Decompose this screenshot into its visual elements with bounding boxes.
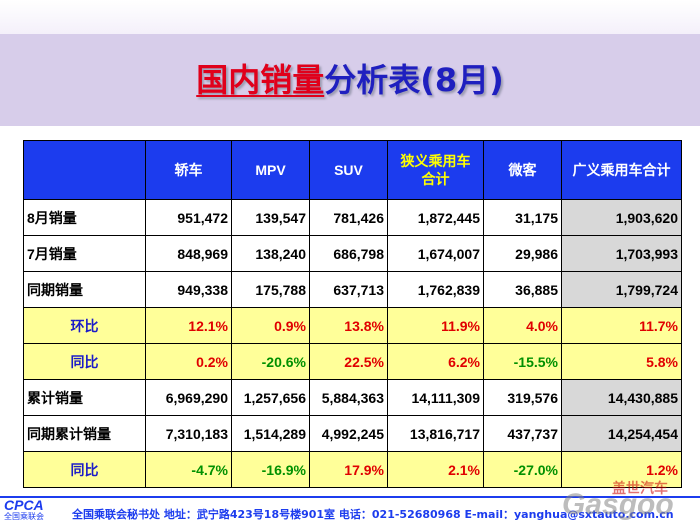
table-cell: 951,472 <box>145 199 232 236</box>
table-cell: -27.0% <box>483 451 562 488</box>
table-cell: 36,885 <box>483 271 562 308</box>
table-cell: 14,254,454 <box>561 415 682 452</box>
table-cell: 0.9% <box>231 307 310 344</box>
footer-divider <box>0 496 700 498</box>
table-cell: 11.7% <box>561 307 682 344</box>
table-cell: 1,514,289 <box>231 415 310 452</box>
table-cell: 949,338 <box>145 271 232 308</box>
table-cell: 31,175 <box>483 199 562 236</box>
table-cell: 4,992,245 <box>309 415 388 452</box>
table-cell: 1.2% <box>561 451 682 488</box>
column-header: MPV <box>231 140 310 200</box>
table-cell: 175,788 <box>231 271 310 308</box>
column-header: 轿车 <box>145 140 232 200</box>
table-row: 7月销量 848,969 138,240 686,798 1,674,007 29,986… <box>23 235 682 272</box>
cpca-logo: CPCA 全国乘联会 <box>4 498 56 522</box>
table-cell: 5.8% <box>561 343 682 380</box>
table-cell: 14,111,309 <box>387 379 484 416</box>
table-cell: 437,737 <box>483 415 562 452</box>
row-label: 7月销量 <box>23 235 146 272</box>
table-header-row: 轿车 MPV SUV 狭义乘用车 合计 微客 广义乘用车合计 <box>23 140 682 200</box>
table-cell: 13.8% <box>309 307 388 344</box>
table-row: 同期累计销量 7,310,183 1,514,289 4,992,245 13,816,… <box>23 415 682 452</box>
table-cell: 12.1% <box>145 307 232 344</box>
table-row: 同比 -4.7% -16.9% 17.9% 2.1% -27.0% 1.2% <box>23 451 682 488</box>
table-cell: 14,430,885 <box>561 379 682 416</box>
table-cell: 1,762,839 <box>387 271 484 308</box>
table-cell: 17.9% <box>309 451 388 488</box>
logo-text: CPCA <box>4 497 44 513</box>
top-strip <box>0 0 700 34</box>
table-cell: 13,816,717 <box>387 415 484 452</box>
table-cell: 637,713 <box>309 271 388 308</box>
table-row: 同期销量 949,338 175,788 637,713 1,762,839 36,885… <box>23 271 682 308</box>
table-cell: -20.6% <box>231 343 310 380</box>
table-cell: 2.1% <box>387 451 484 488</box>
table-cell: 4.0% <box>483 307 562 344</box>
table-cell: 1,703,993 <box>561 235 682 272</box>
table-cell: 686,798 <box>309 235 388 272</box>
row-label: 同期销量 <box>23 271 146 308</box>
table-cell: 5,884,363 <box>309 379 388 416</box>
table-row: 累计销量 6,969,290 1,257,656 5,884,363 14,111,30… <box>23 379 682 416</box>
title-band <box>0 34 700 126</box>
sales-table: 轿车 MPV SUV 狭义乘用车 合计 微客 广义乘用车合计 8月销量 951,472 139,… <box>23 140 682 488</box>
table-cell: -16.9% <box>231 451 310 488</box>
title-highlight: 国内销量 <box>196 61 325 99</box>
column-header <box>23 140 146 200</box>
table-cell: 7,310,183 <box>145 415 232 452</box>
table-cell: 11.9% <box>387 307 484 344</box>
table-cell: 29,986 <box>483 235 562 272</box>
row-label: 同比 <box>23 451 146 488</box>
column-header: SUV <box>309 140 388 200</box>
table-body: 8月销量 951,472 139,547 781,426 1,872,445 31,175… <box>23 199 682 488</box>
table-cell: -15.5% <box>483 343 562 380</box>
watermark-en: Gasgoo <box>562 488 674 521</box>
table-cell: 6.2% <box>387 343 484 380</box>
table-cell: 1,872,445 <box>387 199 484 236</box>
column-header: 狭义乘用车 合计 <box>387 140 484 200</box>
table-cell: 1,257,656 <box>231 379 310 416</box>
table-cell: 319,576 <box>483 379 562 416</box>
gasgoo-watermark: 盖世汽车 Gasgoo <box>548 478 700 524</box>
title-rest: 分析表(8月) <box>324 61 504 99</box>
table-cell: 1,903,620 <box>561 199 682 236</box>
column-header: 微客 <box>483 140 562 200</box>
table-row: 环比 12.1% 0.9% 13.8% 11.9% 4.0% 11.7% <box>23 307 682 344</box>
table-cell: 6,969,290 <box>145 379 232 416</box>
column-header: 广义乘用车合计 <box>561 140 682 200</box>
row-label: 环比 <box>23 307 146 344</box>
table-cell: 848,969 <box>145 235 232 272</box>
table-row: 8月销量 951,472 139,547 781,426 1,872,445 31,175… <box>23 199 682 236</box>
page-title: 国内销量分析表(8月) <box>0 58 700 102</box>
row-label: 同比 <box>23 343 146 380</box>
footer-contact: 全国乘联会秘书处 地址：武宁路423号18号楼901室 电话：021-52680… <box>72 508 674 521</box>
row-label: 累计销量 <box>23 379 146 416</box>
table-cell: 138,240 <box>231 235 310 272</box>
table-cell: 781,426 <box>309 199 388 236</box>
table-cell: -4.7% <box>145 451 232 488</box>
watermark-cn: 盖世汽车 <box>612 481 668 497</box>
table-cell: 22.5% <box>309 343 388 380</box>
logo-cn-text: 全国乘联会 <box>4 512 44 521</box>
row-label: 同期累计销量 <box>23 415 146 452</box>
table-cell: 139,547 <box>231 199 310 236</box>
table-cell: 1,674,007 <box>387 235 484 272</box>
table-row: 同比 0.2% -20.6% 22.5% 6.2% -15.5% 5.8% <box>23 343 682 380</box>
table-cell: 1,799,724 <box>561 271 682 308</box>
table-cell: 0.2% <box>145 343 232 380</box>
row-label: 8月销量 <box>23 199 146 236</box>
